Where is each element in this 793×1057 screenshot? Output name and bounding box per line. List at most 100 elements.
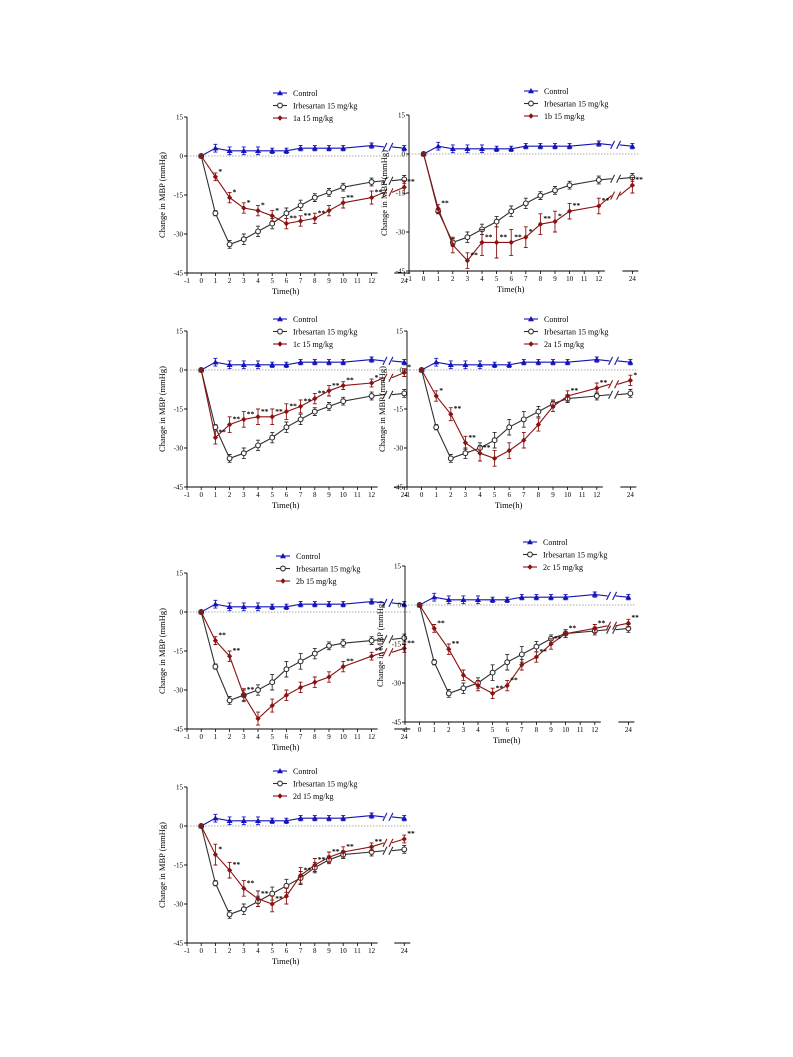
significance-label: ** [500, 232, 508, 241]
legend-marker [277, 793, 283, 799]
data-point [283, 893, 289, 899]
data-point [283, 424, 290, 431]
data-point [627, 359, 634, 365]
legend-marker [528, 100, 534, 107]
data-point [552, 187, 558, 194]
series-line [419, 594, 595, 606]
series-line [200, 145, 372, 157]
series-line-break [391, 146, 405, 149]
x-tick-label: 9 [549, 726, 553, 734]
x-tick-label: 11 [581, 275, 588, 283]
data-point [368, 812, 375, 818]
data-point [401, 645, 407, 652]
significance-label: ** [304, 396, 312, 405]
data-point [340, 663, 346, 670]
significance-label: ** [332, 381, 340, 390]
x-tick-label: 2 [228, 947, 232, 955]
data-point [240, 147, 247, 153]
x-tick-label: 8 [535, 726, 539, 734]
data-point [297, 359, 304, 365]
data-point [326, 674, 332, 680]
x-tick-label: 0 [418, 726, 422, 734]
series-compound [198, 823, 407, 913]
data-point [269, 434, 276, 441]
y-tick-label: -15 [174, 406, 184, 414]
x-tick-label: 0 [199, 947, 203, 955]
series-line-break [391, 372, 405, 379]
data-point [506, 424, 513, 431]
data-point [312, 862, 318, 868]
data-point [464, 257, 470, 264]
y-tick-label: -15 [174, 862, 184, 870]
data-point [520, 416, 527, 423]
significance-label: ** [602, 196, 610, 205]
data-point [226, 817, 233, 823]
legend-marker [528, 316, 534, 322]
series-line [200, 369, 372, 439]
y-axis-label: Change in MBP (mmHg) [157, 608, 167, 694]
data-point [340, 359, 347, 365]
legend-marker [277, 341, 283, 347]
series-line-break [391, 647, 405, 653]
data-point [627, 377, 633, 384]
data-point [269, 361, 276, 367]
series-compound [419, 367, 633, 467]
data-point [297, 601, 304, 607]
series-line [423, 153, 599, 262]
significance-label: ** [598, 618, 606, 627]
legend-entry: Irbesartan 15 mg/kg [293, 327, 357, 336]
significance-label: ** [510, 676, 518, 685]
significance-label: ** [407, 177, 415, 186]
data-point [489, 669, 496, 676]
data-point [548, 641, 554, 647]
data-point [269, 147, 276, 153]
legend-marker [277, 316, 283, 322]
data-point [340, 145, 347, 151]
data-point [446, 646, 452, 652]
data-point [435, 143, 442, 149]
x-tick-label: 4 [480, 275, 484, 283]
x-tick-label: 8 [313, 733, 317, 741]
series-compound [198, 153, 407, 230]
x-tick-label: 12 [593, 491, 601, 499]
x-tick-label: 9 [327, 947, 331, 955]
data-point [198, 367, 204, 373]
data-point [479, 239, 485, 246]
data-point [368, 356, 375, 362]
data-point [492, 455, 498, 462]
x-tick-label: -1 [184, 947, 190, 955]
significance-label: ** [233, 415, 241, 424]
x-tick-label: 11 [354, 491, 361, 499]
data-point [298, 684, 304, 691]
y-axis-label: Change in MBP (mmHg) [377, 366, 387, 452]
y-tick-label: 0 [180, 153, 184, 161]
x-tick-label: 11 [354, 277, 361, 285]
legend-entry: Irbesartan 15 mg/kg [544, 327, 608, 336]
significance-label: ** [543, 214, 551, 223]
data-point [226, 241, 233, 248]
data-point [401, 369, 407, 376]
data-point [340, 601, 347, 607]
legend-marker [527, 551, 533, 558]
significance-label: ** [407, 829, 415, 838]
chart-panel-1b: 150-15-30-45-1 0 1 2 3 4 5 6 7 8 9 10 11 12 24Time(h)C… [379, 87, 643, 294]
legend-marker [527, 564, 533, 570]
x-tick-label: 2 [228, 491, 232, 499]
x-axis-label: Time(h) [272, 286, 300, 296]
legend-entry: 2c 15 mg/kg [543, 563, 583, 572]
legend-marker [277, 780, 283, 787]
data-point [269, 890, 276, 897]
series-line-break [615, 595, 629, 598]
significance-label: ** [635, 175, 643, 184]
data-point [522, 200, 529, 207]
x-tick-label: 4 [478, 491, 482, 499]
data-point [297, 815, 304, 821]
axis-break-mark [610, 174, 622, 183]
x-tick-label: 4 [256, 733, 260, 741]
data-point [368, 142, 375, 148]
x-tick-label: -1 [184, 491, 190, 499]
data-point [283, 603, 290, 609]
significance-label: ** [485, 232, 493, 241]
data-point [241, 416, 247, 423]
significance-label: ** [218, 631, 226, 640]
